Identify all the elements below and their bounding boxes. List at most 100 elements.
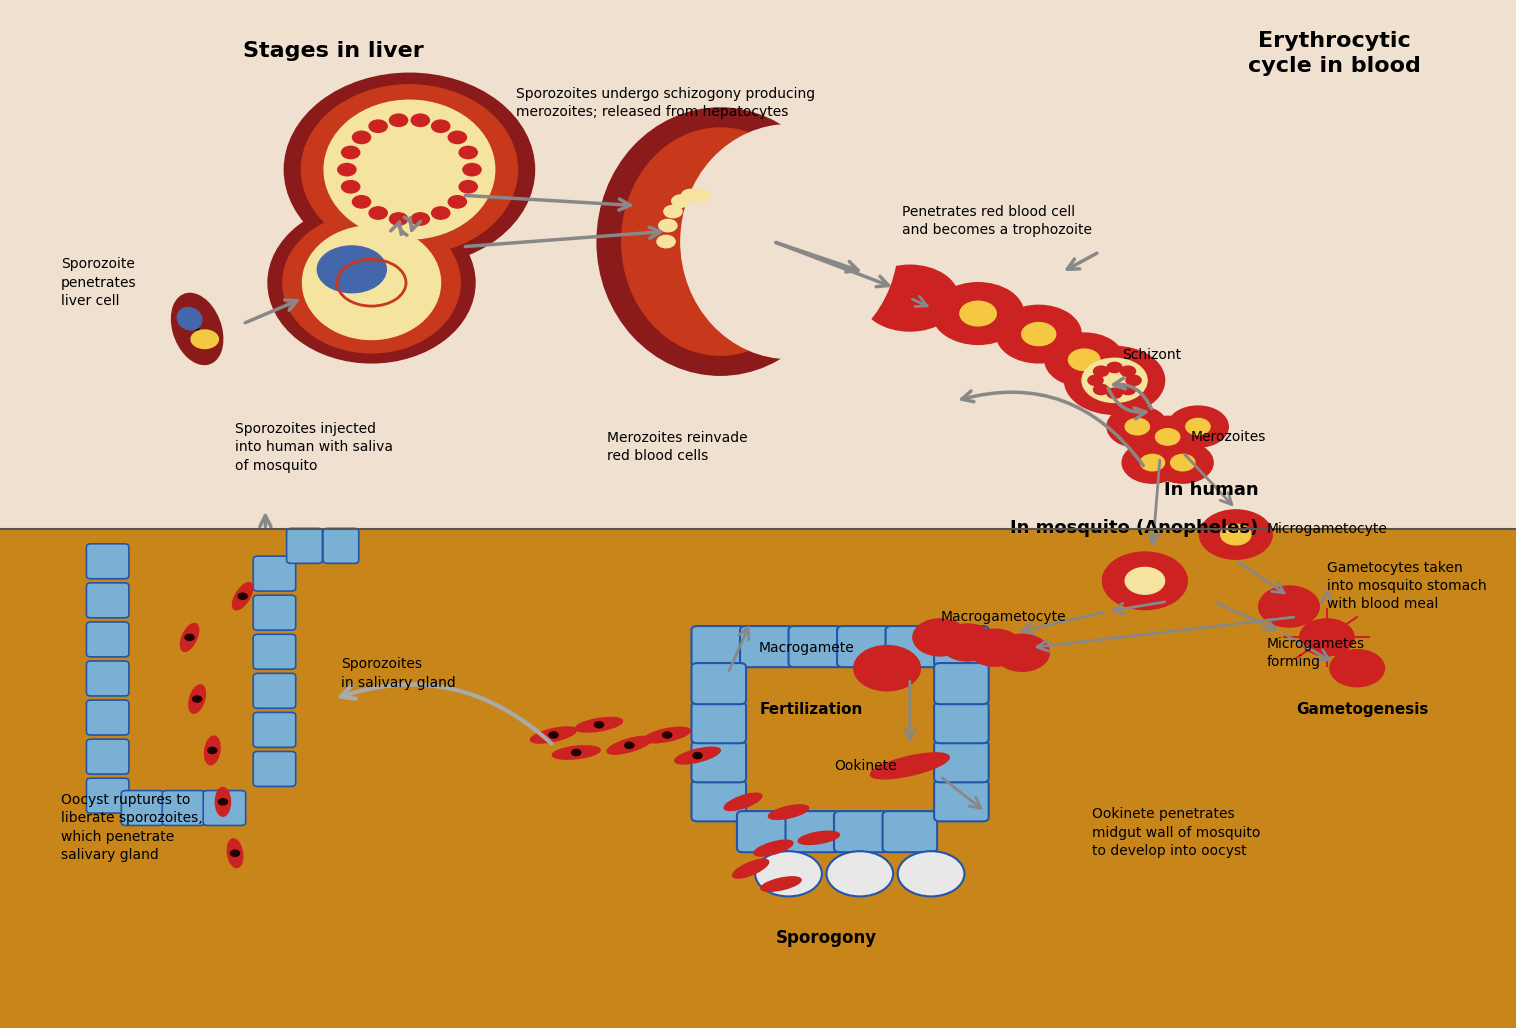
Ellipse shape bbox=[871, 752, 949, 779]
FancyBboxPatch shape bbox=[87, 661, 128, 696]
FancyBboxPatch shape bbox=[87, 778, 128, 813]
Circle shape bbox=[1259, 586, 1319, 627]
Ellipse shape bbox=[189, 685, 205, 713]
Circle shape bbox=[208, 747, 217, 754]
Circle shape bbox=[995, 634, 1050, 671]
Circle shape bbox=[1186, 418, 1210, 435]
Ellipse shape bbox=[284, 73, 535, 266]
Ellipse shape bbox=[769, 805, 808, 819]
Text: In mosquito (Anopheles): In mosquito (Anopheles) bbox=[1010, 519, 1259, 538]
Circle shape bbox=[1126, 375, 1141, 386]
Circle shape bbox=[594, 722, 604, 728]
Circle shape bbox=[370, 120, 387, 133]
Circle shape bbox=[1065, 346, 1164, 414]
Circle shape bbox=[1125, 418, 1149, 435]
Circle shape bbox=[1221, 524, 1251, 545]
Circle shape bbox=[663, 206, 681, 218]
Circle shape bbox=[1106, 406, 1167, 447]
Circle shape bbox=[342, 146, 359, 158]
Circle shape bbox=[191, 330, 219, 348]
Circle shape bbox=[672, 195, 691, 208]
Circle shape bbox=[1082, 359, 1148, 402]
Circle shape bbox=[663, 732, 672, 738]
Text: Microgametocyte: Microgametocyte bbox=[1267, 522, 1387, 537]
FancyBboxPatch shape bbox=[788, 626, 843, 667]
Ellipse shape bbox=[205, 736, 220, 765]
Circle shape bbox=[755, 851, 822, 896]
Circle shape bbox=[338, 163, 356, 176]
Circle shape bbox=[1102, 552, 1187, 610]
Ellipse shape bbox=[177, 307, 202, 330]
Text: Merozoites: Merozoites bbox=[1190, 430, 1265, 444]
FancyBboxPatch shape bbox=[87, 544, 128, 579]
FancyBboxPatch shape bbox=[692, 702, 746, 743]
Circle shape bbox=[1120, 384, 1135, 395]
Circle shape bbox=[1199, 510, 1273, 559]
Circle shape bbox=[681, 189, 700, 201]
Circle shape bbox=[458, 146, 477, 158]
Circle shape bbox=[390, 213, 408, 225]
FancyBboxPatch shape bbox=[785, 811, 840, 852]
Ellipse shape bbox=[228, 839, 243, 868]
FancyBboxPatch shape bbox=[692, 663, 746, 704]
Ellipse shape bbox=[283, 213, 460, 353]
FancyBboxPatch shape bbox=[692, 626, 746, 667]
Circle shape bbox=[694, 752, 701, 759]
Circle shape bbox=[1106, 362, 1122, 372]
Circle shape bbox=[996, 305, 1082, 363]
Bar bbox=[0, 0, 1516, 529]
FancyBboxPatch shape bbox=[162, 791, 205, 825]
Text: Merozoites reinvade
red blood cells: Merozoites reinvade red blood cells bbox=[607, 431, 747, 464]
Circle shape bbox=[231, 850, 240, 856]
Text: Sporozoites injected
into human with saliva
of mosquito: Sporozoites injected into human with sal… bbox=[235, 421, 393, 473]
Ellipse shape bbox=[724, 794, 762, 810]
Ellipse shape bbox=[215, 787, 231, 816]
Text: Schizont: Schizont bbox=[1122, 347, 1181, 362]
Circle shape bbox=[960, 301, 996, 326]
FancyBboxPatch shape bbox=[254, 556, 296, 591]
Ellipse shape bbox=[753, 840, 793, 856]
Circle shape bbox=[1120, 366, 1135, 376]
FancyBboxPatch shape bbox=[934, 663, 989, 704]
Circle shape bbox=[185, 634, 194, 640]
Ellipse shape bbox=[301, 84, 518, 255]
FancyBboxPatch shape bbox=[740, 626, 795, 667]
Circle shape bbox=[238, 593, 248, 599]
FancyBboxPatch shape bbox=[692, 741, 746, 782]
Circle shape bbox=[370, 207, 387, 219]
Circle shape bbox=[1106, 389, 1122, 399]
Ellipse shape bbox=[267, 203, 475, 363]
Ellipse shape bbox=[303, 226, 440, 339]
Ellipse shape bbox=[732, 859, 769, 878]
Circle shape bbox=[390, 114, 408, 126]
FancyBboxPatch shape bbox=[287, 528, 322, 563]
Text: Sporozoites
in salivary gland: Sporozoites in salivary gland bbox=[341, 657, 455, 690]
FancyBboxPatch shape bbox=[203, 791, 246, 825]
FancyBboxPatch shape bbox=[736, 811, 792, 852]
Circle shape bbox=[1094, 366, 1109, 376]
FancyBboxPatch shape bbox=[934, 626, 989, 667]
FancyBboxPatch shape bbox=[87, 739, 128, 774]
Text: Sporozoite
penetrates
liver cell: Sporozoite penetrates liver cell bbox=[61, 257, 136, 308]
Circle shape bbox=[692, 189, 711, 201]
Circle shape bbox=[1068, 350, 1100, 370]
Circle shape bbox=[431, 120, 449, 133]
Circle shape bbox=[1022, 323, 1056, 345]
Ellipse shape bbox=[675, 747, 720, 764]
FancyBboxPatch shape bbox=[254, 634, 296, 669]
Text: Penetrates red blood cell
and becomes a trophozoite: Penetrates red blood cell and becomes a … bbox=[902, 205, 1093, 237]
FancyBboxPatch shape bbox=[934, 780, 989, 821]
Ellipse shape bbox=[798, 832, 839, 844]
Ellipse shape bbox=[681, 124, 898, 359]
Circle shape bbox=[1167, 406, 1229, 447]
Ellipse shape bbox=[318, 246, 387, 293]
Text: Ookinete: Ookinete bbox=[834, 759, 897, 773]
FancyBboxPatch shape bbox=[121, 791, 163, 825]
Circle shape bbox=[448, 132, 466, 144]
FancyBboxPatch shape bbox=[934, 741, 989, 782]
FancyBboxPatch shape bbox=[254, 751, 296, 786]
Ellipse shape bbox=[171, 293, 223, 365]
Ellipse shape bbox=[607, 736, 651, 755]
Text: Stages in liver: Stages in liver bbox=[243, 41, 423, 61]
Text: Macrogamete: Macrogamete bbox=[758, 640, 854, 655]
